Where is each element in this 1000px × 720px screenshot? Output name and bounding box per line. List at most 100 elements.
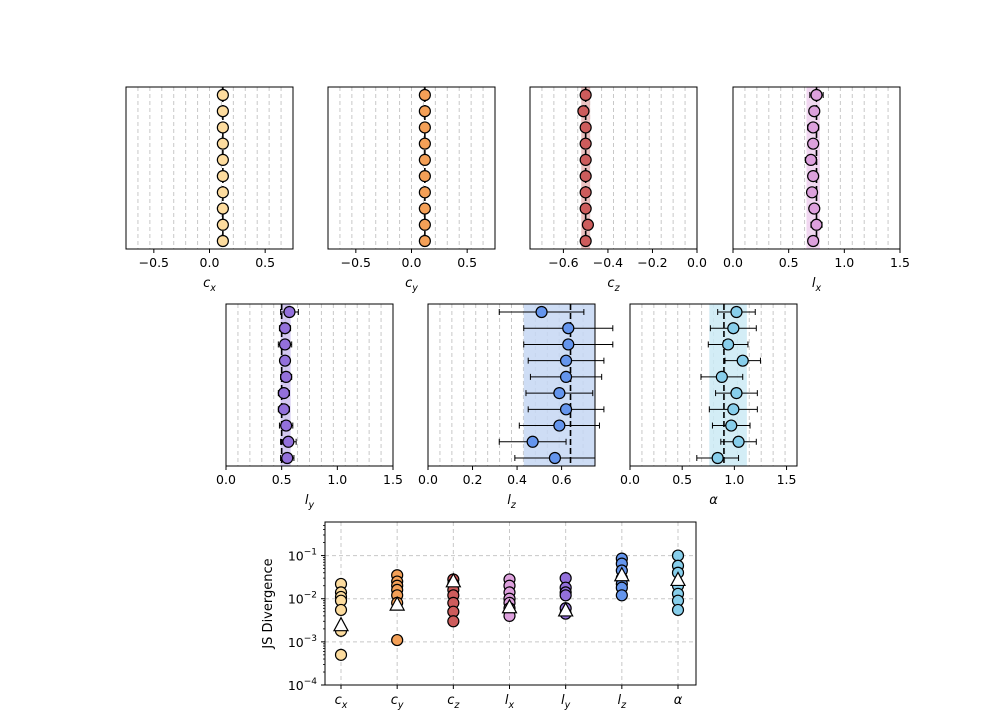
posterior-panel-1: −0.5 0.0 0.5 cy [327,86,496,294]
y-tick-label: 10−3 [288,634,317,650]
data-point [553,419,566,432]
x-tick-label: −0.5 [139,255,169,270]
posterior-panel-5: 0.0 0.2 0.4 0.6 lz [418,303,614,511]
data-point [418,105,431,118]
x-tick-label: ly [561,693,571,711]
axes-frame [225,303,394,467]
data-point [581,218,594,231]
x-tick-label-sub: y [397,700,404,711]
x-tick-label-main: c [447,693,454,708]
data-point [280,370,293,383]
posterior-panel-0: −0.5 0.0 0.5 cx [125,86,294,294]
y-tick-label: 10−1 [288,548,317,564]
data-point [216,186,229,199]
data-point [727,322,740,335]
data-point [810,88,823,102]
x-tick-label: 0.5 [255,255,275,270]
data-point [730,387,743,400]
mean-marker [445,572,462,588]
data-point [807,234,820,248]
data-point [216,234,229,248]
axes-frame [427,303,596,467]
x-axis-label-sub: y [411,283,418,294]
y-tick-label: 10−2 [288,591,317,607]
x-tick-label-main: l [505,693,509,708]
x-axis-label: cy [405,276,418,294]
x-tick-label: 0.2 [463,472,483,487]
data-point [808,105,821,118]
x-tick-label: 0.0 [402,255,422,270]
data-point [579,170,592,183]
data-point [736,354,749,367]
data-point [805,186,819,199]
y-tick-exponent: −2 [304,591,317,601]
axes-frame [732,86,901,250]
js-point [671,603,685,617]
x-tick-label: 1.5 [777,472,797,487]
data-point [281,451,294,465]
data-point [579,121,592,134]
y-tick-label: 10−4 [288,677,317,693]
js-point [334,648,348,661]
data-point [277,387,290,400]
data-point [715,370,728,383]
x-tick-label-main: l [561,693,565,708]
data-point [804,153,818,166]
data-point [807,170,820,183]
x-axis-label: lz [507,493,517,511]
x-tick-label-sub: z [453,700,460,711]
mean-marker [669,571,687,587]
data-point [559,354,573,367]
x-tick-label-main: c [391,693,398,708]
data-point [216,88,229,102]
x-tick-label: cx [335,693,348,711]
data-point [418,202,431,215]
y-tick-exponent: −3 [304,634,317,644]
data-point [418,88,431,102]
x-tick-label: lx [505,693,515,711]
y-axis-label: JS Divergence [261,558,276,649]
posterior-panel-4: 0.0 0.5 1.0 1.5 ly [216,303,403,511]
js-point [334,603,348,617]
x-tick-label: 0.0 [216,472,236,487]
x-tick-label: 0.0 [418,472,438,487]
data-point [562,322,575,335]
x-tick-label: −0.5 [341,255,371,270]
x-tick-label: cz [447,693,460,711]
y-tick-exponent: −1 [304,548,317,558]
data-point [418,170,431,183]
x-tick-label-sub: x [341,700,348,711]
x-tick-label-main: α [674,693,683,708]
x-tick-label: −0.4 [593,255,623,270]
x-tick-label: 1.0 [327,472,347,487]
data-point [810,218,823,231]
data-point [725,419,738,432]
x-tick-label: 1.0 [724,472,744,487]
x-axis-label-sub: z [614,283,621,294]
data-point [277,403,290,416]
data-point [282,435,295,448]
data-point [548,451,562,465]
data-point [216,153,229,166]
posterior-panel-2: −0.6 −0.4 −0.2 0.0 cz [529,86,707,294]
data-point [579,234,592,248]
mean-marker [613,566,630,582]
data-point [579,88,592,102]
data-point [278,354,292,367]
data-point [283,305,296,319]
x-tick-label-sub: y [564,700,571,711]
axes-frame [324,521,697,686]
data-point [577,105,590,118]
data-point [418,218,431,231]
credible-band [280,304,291,466]
x-tick-label: 0.0 [620,472,640,487]
x-tick-label-main: c [335,693,342,708]
x-tick-label: −0.6 [548,255,578,270]
x-axis-label-sub: x [815,283,822,294]
mean-marker [332,616,350,632]
mean-marker [557,601,574,617]
x-axis-label: cx [203,276,216,294]
data-point [807,121,820,134]
x-axis-label: cz [607,276,620,294]
